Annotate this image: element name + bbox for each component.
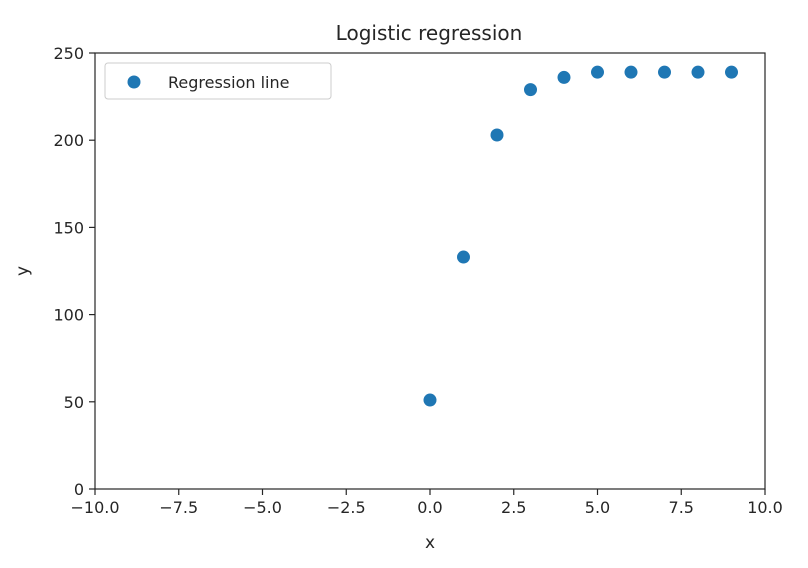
legend-marker bbox=[127, 75, 141, 89]
data-point bbox=[524, 83, 537, 97]
x-axis-label: x bbox=[425, 533, 435, 553]
data-point bbox=[490, 128, 504, 142]
chart-title: Logistic regression bbox=[336, 21, 523, 45]
legend-box bbox=[104, 62, 332, 100]
x-tick-label: 7.5 bbox=[669, 498, 694, 517]
data-point bbox=[457, 250, 470, 264]
data-point bbox=[691, 65, 705, 79]
y-tick-label: 250 bbox=[53, 44, 84, 63]
y-tick-label: 150 bbox=[53, 218, 84, 237]
plot-frame bbox=[94, 52, 766, 490]
legend: Regression line bbox=[104, 62, 332, 100]
x-tick-label: −2.5 bbox=[327, 498, 366, 517]
x-tick-label: −7.5 bbox=[159, 498, 198, 517]
y-axis-ticks: 0 50 100 150 200 250 bbox=[53, 44, 95, 499]
x-tick-label: 5.0 bbox=[585, 498, 610, 517]
data-points bbox=[423, 65, 738, 407]
data-point bbox=[624, 65, 638, 79]
data-point bbox=[658, 65, 671, 79]
x-tick-label: 10.0 bbox=[747, 498, 783, 517]
y-axis-label: y bbox=[13, 266, 33, 276]
x-tick-label: −10.0 bbox=[70, 498, 119, 517]
data-point bbox=[557, 70, 571, 84]
data-point bbox=[591, 65, 604, 79]
x-tick-label: −5.0 bbox=[243, 498, 282, 517]
y-tick-label: 100 bbox=[53, 306, 84, 325]
y-tick-label: 200 bbox=[53, 131, 84, 150]
x-tick-label: 0.0 bbox=[417, 498, 442, 517]
x-tick-label: 2.5 bbox=[501, 498, 526, 517]
x-axis-ticks: −10.0 −7.5 −5.0 −2.5 0.0 2.5 5.0 7.5 10.0 bbox=[70, 489, 783, 517]
legend-label: Regression line bbox=[168, 73, 289, 92]
data-point bbox=[725, 65, 738, 79]
data-point bbox=[423, 393, 437, 407]
y-tick-label: 0 bbox=[74, 480, 84, 499]
y-tick-label: 50 bbox=[64, 393, 84, 412]
